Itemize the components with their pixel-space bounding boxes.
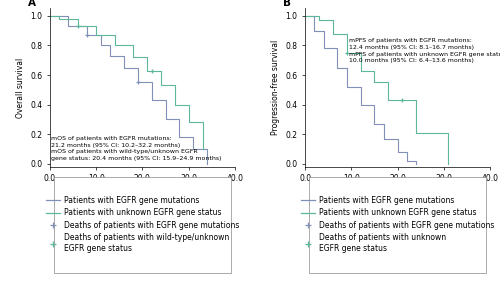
Legend: Patients with EGFR gene mutations, Patients with unknown EGFR gene status, Death: Patients with EGFR gene mutations, Patie… [42, 192, 242, 257]
Y-axis label: Overall survival: Overall survival [16, 57, 24, 118]
Legend: Patients with EGFR gene mutations, Patients with unknown EGFR gene status, Death: Patients with EGFR gene mutations, Patie… [298, 192, 498, 257]
X-axis label: Months since treated: Months since treated [347, 189, 448, 198]
Text: A: A [28, 0, 36, 8]
Text: B: B [283, 0, 291, 8]
FancyBboxPatch shape [54, 177, 231, 273]
X-axis label: Months since treated: Months since treated [92, 189, 193, 198]
Y-axis label: Progression-free survival: Progression-free survival [271, 40, 280, 135]
Text: mPFS of patients with EGFR mutations:
12.4 months (95% CI: 8.1–16.7 months)
mPFS: mPFS of patients with EGFR mutations: 12… [349, 38, 500, 63]
FancyBboxPatch shape [309, 177, 486, 273]
Text: mOS of patients with EGFR mutations:
21.2 months (95% CI: 10.2–32.2 months)
mOS : mOS of patients with EGFR mutations: 21.… [52, 136, 222, 161]
